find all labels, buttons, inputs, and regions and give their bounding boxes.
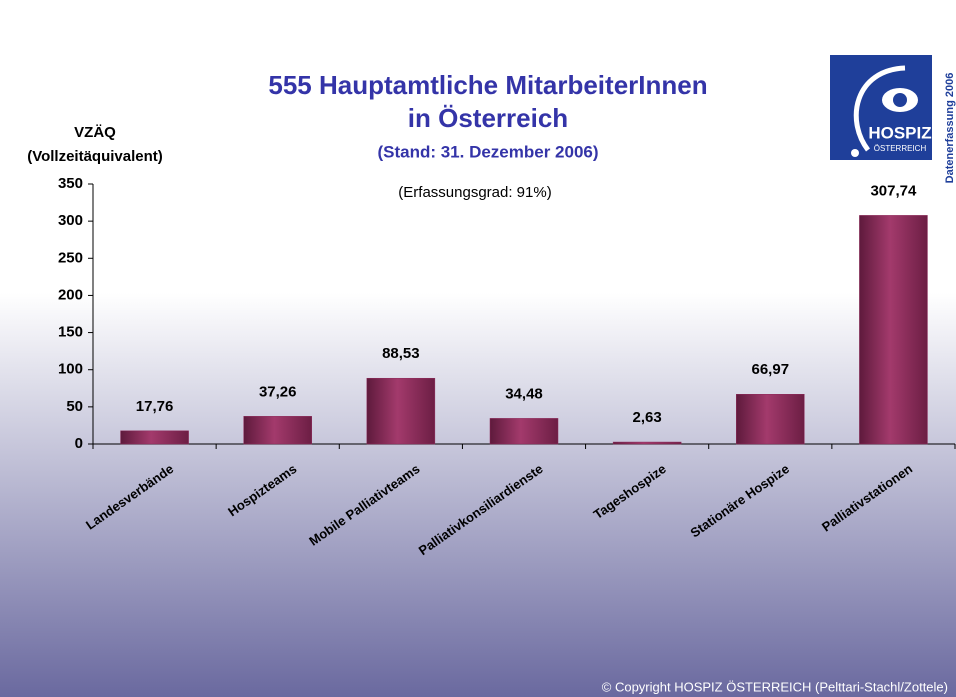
value-label: 66,97 (752, 361, 790, 378)
logo: HOSPIZ ÖSTERREICH Datenerfassung 2006 (830, 55, 956, 183)
value-label: 37,26 (259, 383, 297, 400)
bar (489, 418, 559, 445)
y-tick-label: 200 (58, 286, 83, 303)
chart-title: 555 Hauptamtliche MitarbeiterInnen (268, 70, 707, 100)
y-tick-label: 150 (58, 324, 83, 341)
chart-subtitle: (Stand: 31. Dezember 2006) (377, 142, 598, 161)
footer: © Copyright HOSPIZ ÖSTERREICH (Pelttari-… (602, 679, 948, 694)
y-axis-label: (Vollzeitäquivalent) (27, 148, 163, 165)
bar (859, 215, 928, 445)
logo-side-text: Datenerfassung 2006 (944, 73, 956, 184)
bar (736, 394, 805, 445)
value-label: 17,76 (136, 398, 174, 415)
logo-dot (851, 149, 859, 157)
bar (120, 430, 189, 445)
y-tick-label: 50 (66, 398, 83, 415)
y-tick-label: 350 (58, 175, 83, 192)
annotation: (Erfassungsgrad: 91%) (398, 184, 551, 201)
logo-subname: ÖSTERREICH (874, 144, 927, 153)
y-tick-label: 0 (75, 435, 83, 452)
value-label: 88,53 (382, 345, 420, 362)
bar (243, 416, 312, 445)
y-tick-label: 250 (58, 249, 83, 266)
value-label: 307,74 (870, 182, 917, 199)
bar (366, 377, 436, 445)
logo-arc (853, 65, 906, 152)
chart-title: in Österreich (408, 103, 568, 133)
logo-pupil (893, 93, 907, 107)
value-label: 2,63 (633, 409, 662, 426)
y-tick-label: 300 (58, 212, 83, 229)
y-axis-label: VZÄQ (74, 124, 116, 141)
logo-name: HOSPIZ (868, 123, 931, 142)
bar (612, 441, 682, 445)
y-tick-label: 100 (58, 361, 83, 378)
value-label: 34,48 (505, 385, 543, 402)
